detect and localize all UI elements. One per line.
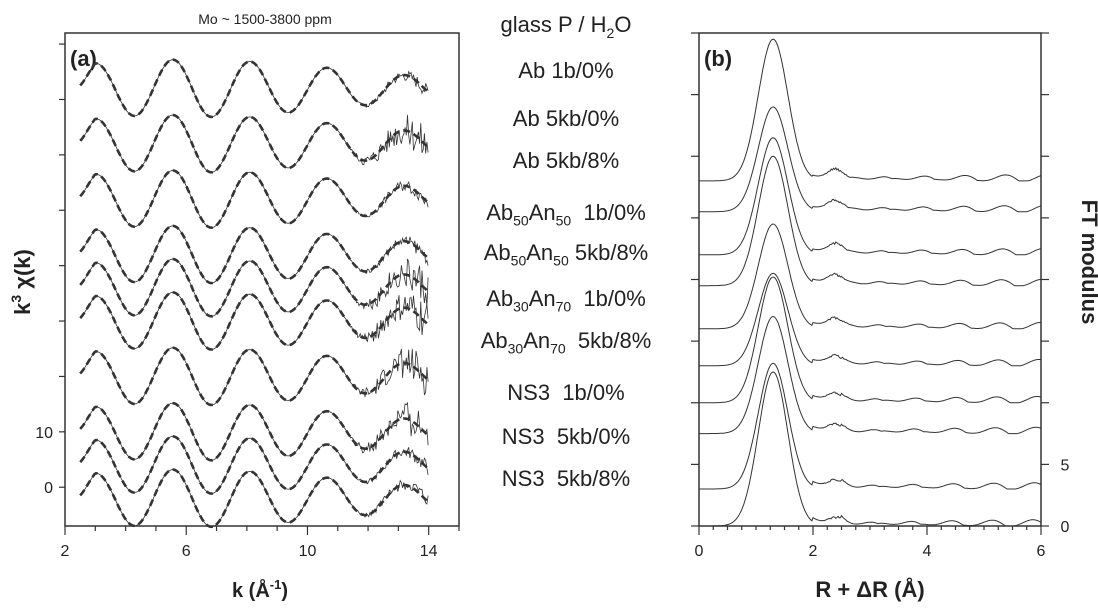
sample-label: NS3 1b/0%: [507, 380, 624, 406]
sample-label-cond: 5kb/8%: [568, 240, 649, 265]
sample-label-sub1: 50: [510, 252, 527, 269]
sample-label-sub1: 30: [513, 298, 529, 315]
panel-a-xtick-label: 14: [420, 543, 438, 560]
ft-modulus-curve: [699, 38, 1042, 182]
sample-label-mid: An: [528, 286, 556, 311]
sample-label-base: NS3: [507, 380, 551, 405]
sample-label-cond: 1b/0%: [545, 58, 614, 83]
panel-a-frame: [64, 32, 460, 527]
panel-b-ytick-label: 0: [1061, 519, 1070, 536]
panel-a-ytick-label: 10: [35, 425, 53, 442]
sample-label: Ab50An50 5kb/8%: [484, 240, 649, 268]
sample-label: Ab 1b/0%: [518, 58, 613, 84]
exafs-data-curve: [79, 292, 429, 350]
panel-b-label: (b): [704, 46, 732, 71]
exafs-data-curve: [79, 347, 429, 406]
panel-a-ylabel: k3 χ(k): [8, 249, 35, 315]
exafs-data-curve: [79, 170, 429, 229]
exafs-fit-curve: [79, 435, 429, 495]
exafs-fit-curve: [79, 401, 429, 462]
sample-label-sub1: 30: [507, 340, 524, 357]
sample-label-sub2: 70: [555, 298, 572, 315]
exafs-data-curve: [79, 59, 429, 118]
panel-a-xtick-label: 2: [61, 543, 70, 560]
panel-b-axes: 0 2 4 605: [691, 32, 1070, 560]
sample-label-base: Ab: [518, 58, 546, 83]
sample-label: Ab 5kb/8%: [513, 148, 619, 174]
exafs-fit-curve: [79, 113, 429, 174]
ft-modulus-curve: [699, 371, 1042, 527]
sample-label-sub2: 70: [550, 340, 566, 357]
sample-label-cond: 5kb/8%: [539, 148, 620, 173]
panel-a-spectra: [79, 58, 429, 529]
sample-label-sub2: 50: [555, 212, 572, 229]
sample-label-mid: An: [528, 200, 556, 225]
panel-b-xtick-label: 6: [1037, 543, 1046, 560]
exafs-fit-curve: [79, 346, 429, 407]
exafs-fit-curve: [79, 169, 429, 230]
sample-label: NS3 5kb/8%: [502, 466, 630, 492]
sample-label-cond: 1b/0%: [571, 200, 646, 225]
sample-label: NS3 5kb/0%: [502, 424, 630, 450]
sample-label-cond: 1b/0%: [550, 380, 625, 405]
panel-a-ytick-label: 0: [44, 480, 53, 497]
exafs-data-curve: [79, 436, 429, 495]
panel-a-xtick-label: 6: [182, 543, 191, 560]
sample-label-cond: 5kb/0%: [544, 424, 631, 449]
sample-label-sub2: 50: [553, 252, 569, 269]
sample-label-cond: 5kb/0%: [539, 106, 620, 131]
ft-modulus-curve: [699, 223, 1041, 330]
panel-b-xtick-label: 2: [809, 543, 818, 560]
ft-modulus-curve: [699, 137, 1042, 256]
sample-label-mid: An: [526, 240, 554, 265]
panel-a-xlabel: k (Å-1): [232, 577, 288, 602]
sample-label-base: NS3: [501, 424, 545, 449]
sample-label-cond: 1b/0%: [571, 286, 646, 311]
panel-b-ylabel: FT modulus: [1077, 200, 1098, 325]
sample-label-base: Ab: [483, 240, 511, 265]
ft-modulus-curve: [699, 315, 1042, 435]
exafs-data-curve: [79, 401, 429, 461]
ft-modulus-curve: [699, 276, 1042, 404]
panel-b-ytick-label: 5: [1061, 457, 1070, 474]
exafs-fit-curve: [79, 224, 429, 285]
panel-b-xtick-label: 4: [923, 543, 932, 560]
panel-b-xtick-label: 0: [695, 543, 704, 560]
panel-b-xlabel: R + ΔR (Å): [815, 576, 924, 602]
sample-label: Ab30An70 5kb/8%: [481, 328, 652, 356]
ft-modulus-curve: [699, 155, 1042, 287]
sample-label-base: Ab: [486, 200, 514, 225]
exafs-fit-curve: [79, 291, 429, 351]
exafs-fit-curve: [79, 468, 429, 529]
sample-label-sub1: 50: [513, 212, 529, 229]
sample-label-base: Ab: [512, 148, 540, 173]
ft-modulus-curve: [699, 106, 1042, 213]
exafs-data-curve: [79, 114, 429, 173]
exafs-fit-curve: [79, 58, 429, 119]
panel-a-xtick-label: 10: [299, 543, 317, 560]
sample-label-base: Ab: [480, 328, 508, 353]
ft-modulus-curve: [699, 362, 1042, 490]
mo-range-label: Mo ~ 1500-3800 ppm: [198, 11, 331, 27]
sample-label-cond: 5kb/8%: [544, 466, 631, 491]
panel-b-spectra: [699, 38, 1042, 527]
sample-label: Ab30An70 1b/0%: [486, 286, 646, 314]
exafs-data-curve: [79, 225, 429, 284]
sample-label-cond: 5kb/8%: [565, 328, 652, 353]
sample-label-base: NS3: [501, 466, 545, 491]
sample-label: Ab50An50 1b/0%: [486, 200, 646, 228]
column-heading: glass P / H2O: [501, 12, 632, 41]
exafs-fit-curve: [79, 257, 429, 318]
sample-label-base: Ab: [486, 286, 514, 311]
sample-label-mid: An: [523, 328, 551, 353]
ft-modulus-curve: [699, 272, 1042, 367]
sample-label-base: Ab: [512, 106, 540, 131]
panel-a-axes: 2 6 10 14 0 10: [35, 43, 460, 560]
sample-label: Ab 5kb/0%: [513, 106, 619, 132]
